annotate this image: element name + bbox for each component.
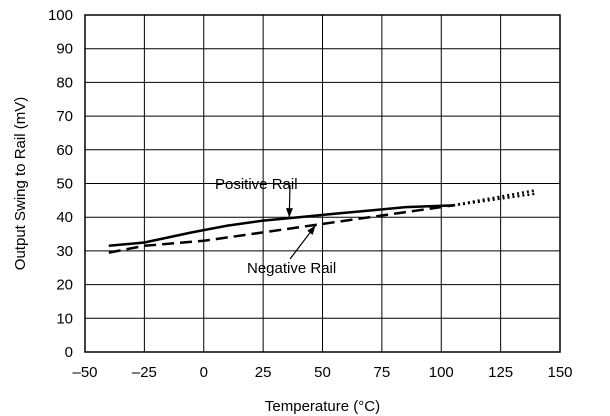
y-tick-label: 10 xyxy=(56,310,73,327)
annotation-arrowhead xyxy=(285,208,293,218)
y-tick-label: 20 xyxy=(56,277,73,294)
annotation-label: Negative Rail xyxy=(247,260,336,277)
x-tick-label: 150 xyxy=(547,364,572,381)
series-layer xyxy=(108,188,537,254)
x-tick-label: 0 xyxy=(200,364,208,381)
x-tick-label: –50 xyxy=(72,364,97,381)
y-tick-label: 90 xyxy=(56,41,73,58)
annotation-arrowhead xyxy=(307,225,316,235)
series-extrapolation-positive-rail xyxy=(452,188,537,207)
x-tick-label: 25 xyxy=(255,364,272,381)
x-axis-label: Temperature (°C) xyxy=(265,398,380,415)
x-tick-label: –25 xyxy=(132,364,157,381)
x-tick-label: 100 xyxy=(429,364,454,381)
y-tick-label: 60 xyxy=(56,142,73,159)
x-tick-label: 50 xyxy=(314,364,331,381)
series-line-positive-rail xyxy=(108,204,454,248)
grid xyxy=(85,15,560,352)
annotations: Positive Rail Negative Rail xyxy=(215,176,336,277)
y-tick-label: 100 xyxy=(48,7,73,24)
x-tick-label: 75 xyxy=(374,364,391,381)
annotation-label: Positive Rail xyxy=(215,176,298,193)
x-tick-label: 125 xyxy=(488,364,513,381)
series-extrapolation-negative-rail xyxy=(452,192,537,207)
y-tick-label: 30 xyxy=(56,243,73,260)
y-tick-label: 40 xyxy=(56,209,73,226)
y-tick-label: 0 xyxy=(65,344,73,361)
plot-frame xyxy=(84,14,561,353)
y-axis-label: Output Swing to Rail (mV) xyxy=(12,97,29,270)
series-line-negative-rail xyxy=(108,204,454,254)
tick-labels: –50 –25 0 25 50 75 100 125 150 0 10 20 30 40 50 60 70 80 9… xyxy=(48,7,573,381)
y-tick-label: 80 xyxy=(56,74,73,91)
y-tick-label: 50 xyxy=(56,176,73,193)
y-tick-label: 70 xyxy=(56,108,73,125)
